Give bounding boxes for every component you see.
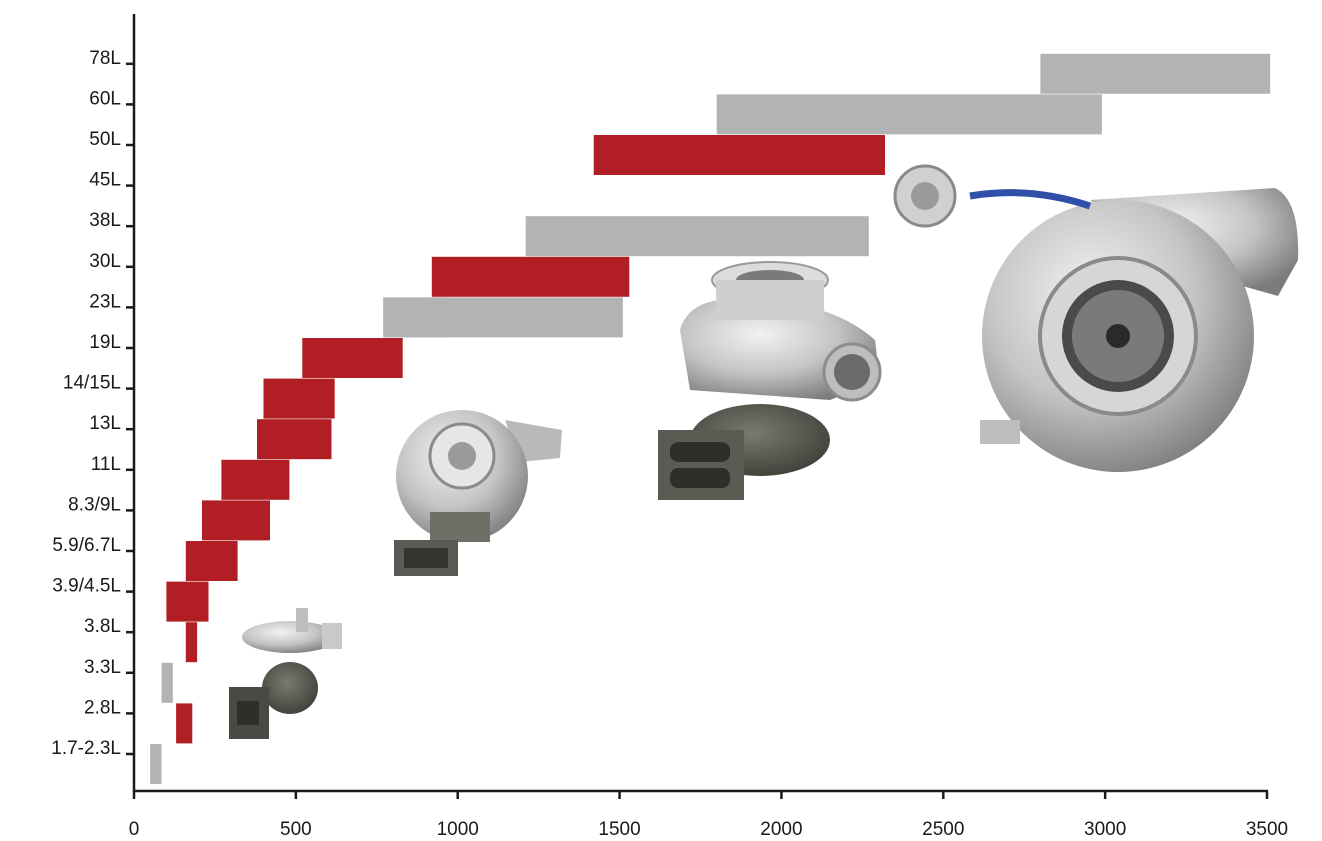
y-tick-label: 30L [89, 251, 121, 272]
y-tick-label: 3.3L [84, 657, 121, 678]
bar-8-3-9l-0-4 [202, 500, 270, 541]
y-tick-label: 2.8L [84, 697, 121, 718]
bar-38l-1-4 [525, 216, 869, 257]
x-tick-label: 2000 [760, 819, 802, 840]
y-tick-label: 78L [89, 48, 121, 69]
y-tick-label: 11L [91, 454, 121, 475]
bar-3-3l-1-1 [161, 662, 173, 703]
y-tick-label: 8.3/9L [68, 494, 121, 515]
bar-3-8l-0-1 [185, 622, 198, 663]
bar-23l-1-3 [383, 297, 623, 338]
small-turbocharger-photo [229, 608, 342, 739]
y-tick-label: 13L [89, 413, 121, 434]
y-tick-label: 1.7-2.3L [51, 738, 121, 759]
bar-50l-0-10 [593, 135, 885, 175]
x-tick-label: 1500 [598, 819, 640, 840]
bar-5-9-6-7l-0-3 [185, 541, 238, 581]
y-tick-label: 38L [89, 210, 121, 231]
y-tick-label: 50L [89, 129, 121, 150]
bar-30l-0-9 [431, 256, 630, 297]
bar-1-7-2-3l-1-0 [150, 744, 162, 784]
xl-turbocharger-photo [893, 164, 1299, 472]
bars-layer [150, 53, 1271, 784]
x-tick-label: 0 [129, 819, 140, 840]
x-tick-label: 3500 [1246, 819, 1288, 840]
bar-19l-0-8 [302, 338, 403, 378]
y-tick-label: 3.9/4.5L [52, 576, 121, 597]
x-tick-label: 1000 [437, 819, 479, 840]
y-tick-label: 3.8L [84, 616, 121, 637]
bar-2-8l-0-0 [176, 703, 193, 744]
x-axis-ticks: 0 500 1000 1500 2000 2500 3000 3500 [129, 791, 1288, 840]
bar-3-9-4-5l-0-2 [166, 581, 209, 622]
bar-13l-0-6 [257, 419, 332, 460]
bar-11l-0-5 [221, 459, 290, 500]
bar-60l-1-5 [716, 94, 1102, 135]
x-tick-label: 3000 [1084, 819, 1126, 840]
y-axis-ticks: 1.7-2.3L 2.8L 3.3L 3.8L 3.9/4.5L 5.9/6.7L 8.3/… [51, 48, 134, 759]
turbocharger-photos [229, 164, 1299, 739]
medium-turbocharger-photo [394, 410, 562, 576]
y-tick-label: 19L [89, 332, 121, 353]
y-tick-label: 45L [89, 170, 121, 191]
x-tick-label: 2500 [922, 819, 964, 840]
large-turbocharger-photo [658, 261, 882, 500]
bar-14-15l-0-7 [263, 378, 335, 419]
bar-78l-1-6 [1040, 53, 1271, 94]
axes-layer [132, 14, 1268, 793]
y-tick-label: 60L [89, 88, 121, 109]
y-tick-label: 14/15L [63, 373, 121, 394]
y-tick-label: 23L [89, 291, 121, 312]
y-tick-label: 5.9/6.7L [52, 535, 121, 556]
x-tick-label: 500 [280, 819, 312, 840]
